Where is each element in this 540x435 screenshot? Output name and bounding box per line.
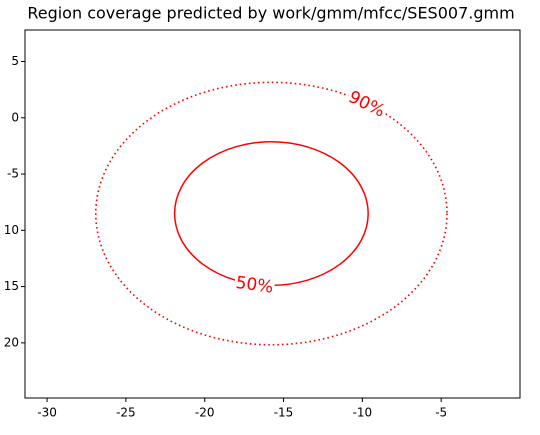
contour-label: 90% xyxy=(345,87,388,121)
y-tick-label: 0 xyxy=(11,110,19,124)
y-tick-label: -5 xyxy=(7,167,19,181)
contour-label-bg xyxy=(233,271,276,297)
x-tick-label: -15 xyxy=(274,406,294,420)
contour-label-group: 50% xyxy=(233,271,276,298)
contour-label: 50% xyxy=(234,273,274,298)
x-tick-label: -25 xyxy=(116,406,136,420)
contour-line xyxy=(173,141,369,287)
y-tick-label: 20 xyxy=(4,335,19,349)
y-tick-label: 5 xyxy=(11,54,19,68)
y-tick-label: 15 xyxy=(4,279,19,293)
axes-frame xyxy=(24,29,521,399)
contour-line xyxy=(94,81,448,346)
y-tick-label: 10 xyxy=(4,223,19,237)
chart-title: Region coverage predicted by work/gmm/mf… xyxy=(27,4,514,23)
plot-area: 50% 90% xyxy=(94,81,448,346)
x-tick-label: -20 xyxy=(195,406,215,420)
x-tick-label: -10 xyxy=(353,406,373,420)
x-tick-label: -5 xyxy=(435,406,447,420)
x-tick-label: -30 xyxy=(37,406,57,420)
contour-label-bg xyxy=(344,85,390,122)
contour-label-group: 90% xyxy=(344,85,390,122)
